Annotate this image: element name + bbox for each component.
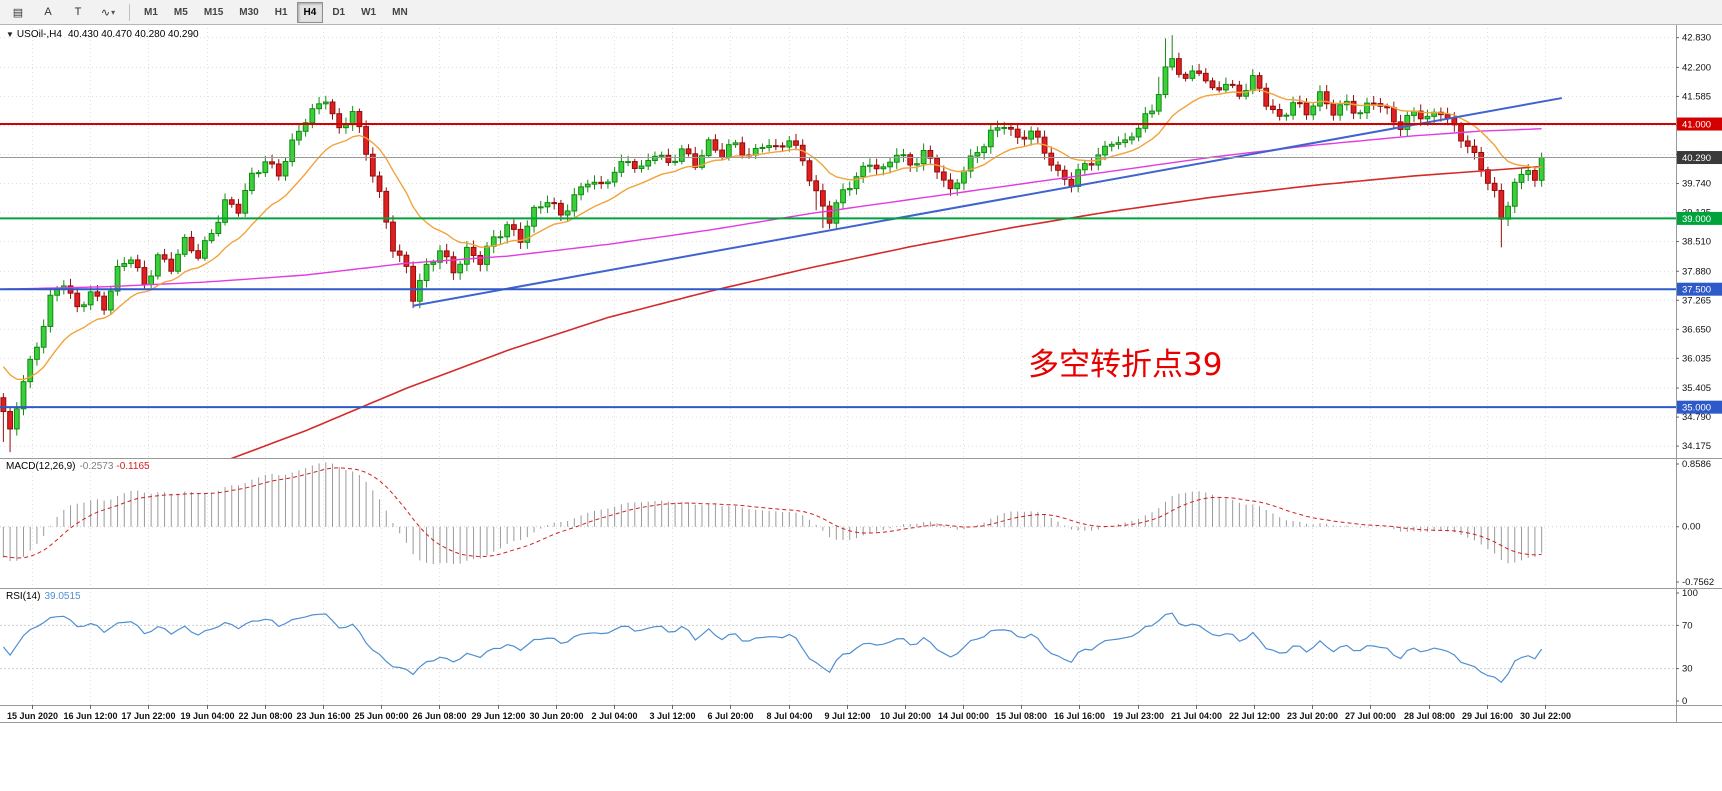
chart-area[interactable]: 42.83042.20041.58540.97040.35539.74039.1… [0,25,1722,791]
timeframe-m5-button[interactable]: M5 [173,6,188,18]
svg-text:15 Jul 08:00: 15 Jul 08:00 [996,711,1047,721]
symbol-dropdown-icon[interactable]: ▼ [6,30,14,39]
svg-text:42.200: 42.200 [1682,62,1711,73]
timeframe-h1-button[interactable]: H1 [274,6,288,18]
symbol-label: USOil-,H4 [16,29,62,40]
top-toolbar: ▤ A T ∿ ▾ M1 M5 M15 M30 H1 H4 D1 W1 MN [0,0,1722,25]
svg-text:39.740: 39.740 [1682,178,1711,189]
svg-text:0: 0 [1682,696,1687,707]
svg-text:25 Jun 00:00: 25 Jun 00:00 [354,711,408,721]
time-scale[interactable] [0,705,1676,722]
svg-text:16 Jun 12:00: 16 Jun 12:00 [63,711,117,721]
svg-text:27 Jul 00:00: 27 Jul 00:00 [1345,711,1396,721]
rsi-name: RSI(14) [6,591,41,602]
price-axis-labels: 42.83042.20041.58540.97040.35539.74039.1… [1676,33,1722,707]
svg-text:41.585: 41.585 [1682,91,1711,102]
svg-text:6 Jul 20:00: 6 Jul 20:00 [707,711,753,721]
text-tool-button[interactable]: T [74,6,82,18]
svg-text:70: 70 [1682,620,1693,631]
panel-borders [0,25,1722,723]
macd-signal-value: -0.1165 [116,461,150,472]
macd-main-value: -0.2573 [79,461,114,472]
chart-annotation[interactable]: 多空转折点39 [1028,347,1223,383]
svg-text:37.265: 37.265 [1682,295,1711,306]
ma-slow-line [230,165,1542,458]
svg-text:23 Jul 20:00: 23 Jul 20:00 [1287,711,1338,721]
svg-text:40.290: 40.290 [1682,153,1711,164]
svg-text:15 Jun 2020: 15 Jun 2020 [7,711,58,721]
svg-text:35.000: 35.000 [1682,403,1711,414]
svg-text:26 Jun 08:00: 26 Jun 08:00 [412,711,466,721]
svg-text:30 Jun 20:00: 30 Jun 20:00 [529,711,583,721]
svg-text:29 Jun 12:00: 29 Jun 12:00 [471,711,525,721]
svg-text:0.8586: 0.8586 [1682,459,1711,470]
timeframe-m1-button[interactable]: M1 [144,6,158,18]
svg-text:34.175: 34.175 [1682,441,1711,452]
svg-text:37.500: 37.500 [1682,285,1711,296]
chart-header: ▼ USOil-,H4 40.430 40.470 40.280 40.290 [6,29,199,40]
candles-layer [0,35,1545,453]
timeframe-m30-button[interactable]: M30 [239,6,259,18]
svg-text:3 Jul 12:00: 3 Jul 12:00 [649,711,695,721]
svg-text:22 Jun 08:00: 22 Jun 08:00 [238,711,292,721]
grid [0,28,1676,705]
svg-text:28 Jul 08:00: 28 Jul 08:00 [1404,711,1455,721]
svg-text:9 Jul 12:00: 9 Jul 12:00 [824,711,870,721]
macd-name: MACD(12,26,9) [6,461,76,472]
svg-text:10 Jul 20:00: 10 Jul 20:00 [880,711,931,721]
svg-text:0.00: 0.00 [1682,522,1701,533]
trendline[interactable] [412,97,1562,307]
ohlc-values: 40.430 40.470 40.280 40.290 [67,29,199,40]
macd-label: MACD(12,26,9) -0.2573 -0.1165 [6,461,150,472]
rsi-value: 39.0515 [44,591,81,602]
svg-text:2 Jul 04:00: 2 Jul 04:00 [591,711,637,721]
macd-plot [0,462,1676,565]
svg-text:36.650: 36.650 [1682,324,1711,335]
svg-text:22 Jul 12:00: 22 Jul 12:00 [1229,711,1280,721]
svg-text:41.000: 41.000 [1682,120,1711,131]
svg-text:30: 30 [1682,664,1693,675]
toolbar-separator [129,3,130,21]
svg-text:19 Jun 04:00: 19 Jun 04:00 [180,711,234,721]
svg-text:17 Jun 22:00: 17 Jun 22:00 [121,711,175,721]
ma-fast-line [2,89,1542,381]
svg-text:37.880: 37.880 [1682,266,1711,277]
rsi-line [2,612,1543,684]
svg-text:8 Jul 04:00: 8 Jul 04:00 [766,711,812,721]
svg-text:35.405: 35.405 [1682,383,1711,394]
arrow-tool-button[interactable]: A [44,6,52,18]
timeframe-mn-button[interactable]: MN [392,6,408,18]
svg-text:30 Jul 22:00: 30 Jul 22:00 [1520,711,1571,721]
timeframe-h4-button[interactable]: H4 [296,1,324,23]
svg-text:16 Jul 16:00: 16 Jul 16:00 [1054,711,1105,721]
chevron-down-icon: ▾ [111,7,116,17]
svg-text:100: 100 [1682,588,1698,599]
svg-text:38.510: 38.510 [1682,237,1711,248]
chart-list-icon[interactable]: ▤ [12,6,24,19]
svg-text:21 Jul 04:00: 21 Jul 04:00 [1171,711,1222,721]
rsi-label: RSI(14) 39.0515 [6,591,81,602]
svg-text:23 Jun 16:00: 23 Jun 16:00 [296,711,350,721]
svg-text:42.830: 42.830 [1682,33,1711,44]
timeframe-w1-button[interactable]: W1 [361,6,377,18]
polyline-icon: ∿ [100,6,111,19]
price-chart-svg[interactable]: 42.83042.20041.58540.97040.35539.74039.1… [0,25,1722,741]
svg-text:39.000: 39.000 [1682,214,1711,225]
svg-text:36.035: 36.035 [1682,353,1711,364]
polyline-tool-button[interactable]: ∿ ▾ [94,2,122,23]
svg-text:19 Jul 23:00: 19 Jul 23:00 [1113,711,1164,721]
svg-text:-0.7562: -0.7562 [1682,577,1714,588]
svg-text:29 Jul 16:00: 29 Jul 16:00 [1462,711,1513,721]
price-scale[interactable] [1676,25,1722,722]
timeframe-d1-button[interactable]: D1 [332,6,346,18]
svg-text:14 Jul 00:00: 14 Jul 00:00 [938,711,989,721]
svg-text:34.790: 34.790 [1682,412,1711,423]
macd-signal-line [3,467,1542,559]
rsi-plot [0,612,1676,684]
timeframe-m15-button[interactable]: M15 [203,6,224,18]
time-axis-labels: 15 Jun 2020 16 Jun 12:00 17 Jun 22:00 19 Ju… [7,705,1571,721]
